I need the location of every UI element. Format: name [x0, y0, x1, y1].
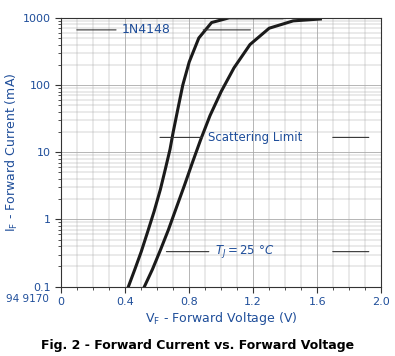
Text: Scattering Limit: Scattering Limit	[209, 131, 303, 144]
X-axis label: $\mathregular{V_F}$ - Forward Voltage (V): $\mathregular{V_F}$ - Forward Voltage (V…	[145, 310, 297, 327]
Text: Fig. 2 - Forward Current vs. Forward Voltage: Fig. 2 - Forward Current vs. Forward Vol…	[41, 339, 354, 352]
Y-axis label: $\mathregular{I_F}$ - Forward Current (mA): $\mathregular{I_F}$ - Forward Current (m…	[4, 73, 20, 232]
Text: 1N4148: 1N4148	[122, 23, 171, 36]
Text: $T_J = 25\ °C$: $T_J = 25\ °C$	[215, 243, 274, 260]
Text: 94 9170: 94 9170	[6, 294, 49, 304]
